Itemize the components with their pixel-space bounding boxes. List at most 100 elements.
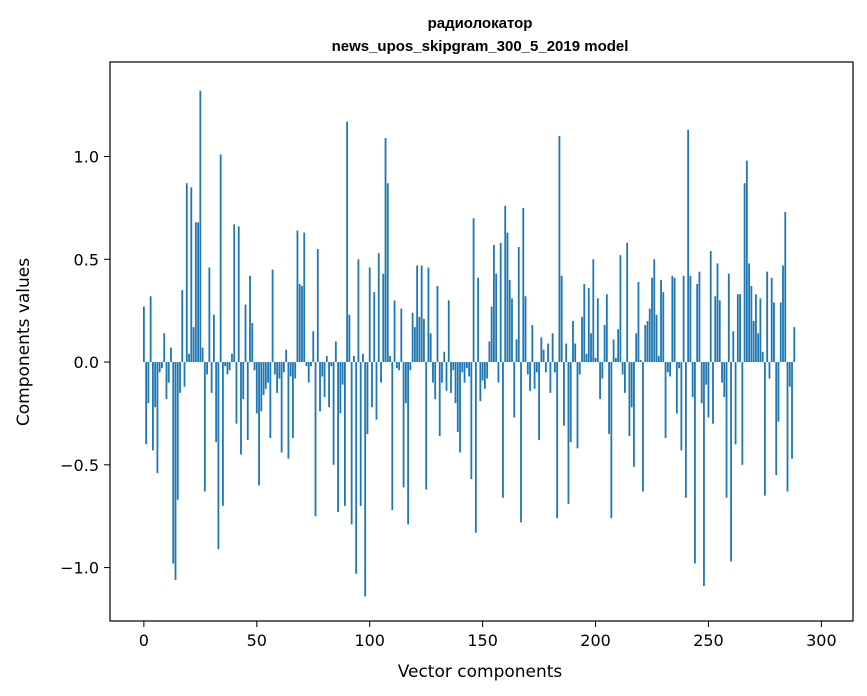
bar-series xyxy=(142,90,796,597)
bar xyxy=(278,362,281,379)
bar xyxy=(730,362,732,562)
bar xyxy=(768,362,771,379)
bar xyxy=(474,362,477,533)
bar xyxy=(612,339,615,363)
bar xyxy=(165,362,168,400)
bar xyxy=(267,362,269,383)
y-tick-label: −1.0 xyxy=(60,559,99,578)
bar xyxy=(486,362,489,379)
bar xyxy=(179,362,181,393)
bar xyxy=(188,353,190,363)
bar xyxy=(161,362,163,369)
bar xyxy=(630,362,633,408)
bar xyxy=(391,362,394,511)
bar xyxy=(362,353,364,363)
bar xyxy=(346,121,349,363)
bar xyxy=(495,273,498,363)
bar xyxy=(569,362,572,443)
bar xyxy=(323,362,326,397)
bar xyxy=(761,351,764,363)
x-tick-label: 100 xyxy=(354,631,385,650)
bar xyxy=(522,207,525,363)
bar xyxy=(404,362,407,404)
bar xyxy=(524,296,527,363)
bar xyxy=(721,362,723,383)
bar xyxy=(705,362,708,385)
plot-frame xyxy=(109,61,854,622)
bar xyxy=(703,362,705,587)
x-tick-label: 0 xyxy=(139,631,149,650)
bar xyxy=(709,251,712,363)
bar xyxy=(585,353,588,363)
bar xyxy=(621,362,624,375)
bar xyxy=(172,362,175,564)
bar xyxy=(714,296,717,363)
bar xyxy=(660,279,662,363)
bar xyxy=(450,362,452,393)
bar xyxy=(506,232,509,363)
bar xyxy=(321,362,324,377)
bar xyxy=(764,362,766,496)
bar xyxy=(574,343,577,363)
bar xyxy=(682,275,685,363)
bar xyxy=(757,333,760,363)
bar xyxy=(208,267,211,363)
bar xyxy=(386,183,389,363)
bar xyxy=(423,318,425,363)
bar xyxy=(287,362,290,459)
bar xyxy=(680,362,683,451)
bar xyxy=(382,273,385,363)
bar xyxy=(490,306,493,363)
bar xyxy=(357,259,360,363)
bar xyxy=(633,362,635,467)
bar xyxy=(700,362,703,404)
bar xyxy=(192,327,195,363)
bar xyxy=(793,327,796,363)
bar xyxy=(502,362,504,498)
bar xyxy=(224,362,227,367)
bar xyxy=(380,362,382,383)
bar xyxy=(212,314,215,363)
bar xyxy=(732,331,735,363)
bar xyxy=(366,362,369,434)
bar xyxy=(671,275,674,363)
x-tick-label: 300 xyxy=(806,631,837,650)
bar xyxy=(355,362,358,574)
bar xyxy=(678,362,681,369)
bar xyxy=(538,362,540,441)
bar xyxy=(459,362,461,453)
bar xyxy=(418,316,421,363)
bar xyxy=(282,362,285,373)
bar xyxy=(237,226,240,363)
bar xyxy=(646,320,649,363)
bar xyxy=(447,300,450,363)
bar xyxy=(745,160,748,363)
bar xyxy=(210,362,213,393)
bar xyxy=(341,362,344,385)
y-tick-label: 1.0 xyxy=(74,148,99,167)
bar xyxy=(687,129,690,363)
bar xyxy=(533,362,536,389)
bar xyxy=(251,323,254,363)
bar xyxy=(314,362,317,517)
bar xyxy=(479,362,482,402)
bar xyxy=(219,154,222,363)
bar xyxy=(786,362,789,492)
bar xyxy=(513,362,516,418)
bar xyxy=(770,277,773,363)
bar xyxy=(782,265,784,363)
bar xyxy=(262,362,265,395)
bar xyxy=(325,355,328,363)
bar xyxy=(773,302,775,363)
bar xyxy=(409,362,412,371)
bar xyxy=(504,205,507,363)
bar xyxy=(499,242,502,363)
bar xyxy=(411,312,414,363)
bar xyxy=(608,362,610,434)
bar xyxy=(296,230,299,363)
bar xyxy=(393,300,396,363)
bar xyxy=(264,362,267,389)
bar xyxy=(567,362,570,504)
bar xyxy=(199,90,202,363)
bar xyxy=(470,362,473,480)
